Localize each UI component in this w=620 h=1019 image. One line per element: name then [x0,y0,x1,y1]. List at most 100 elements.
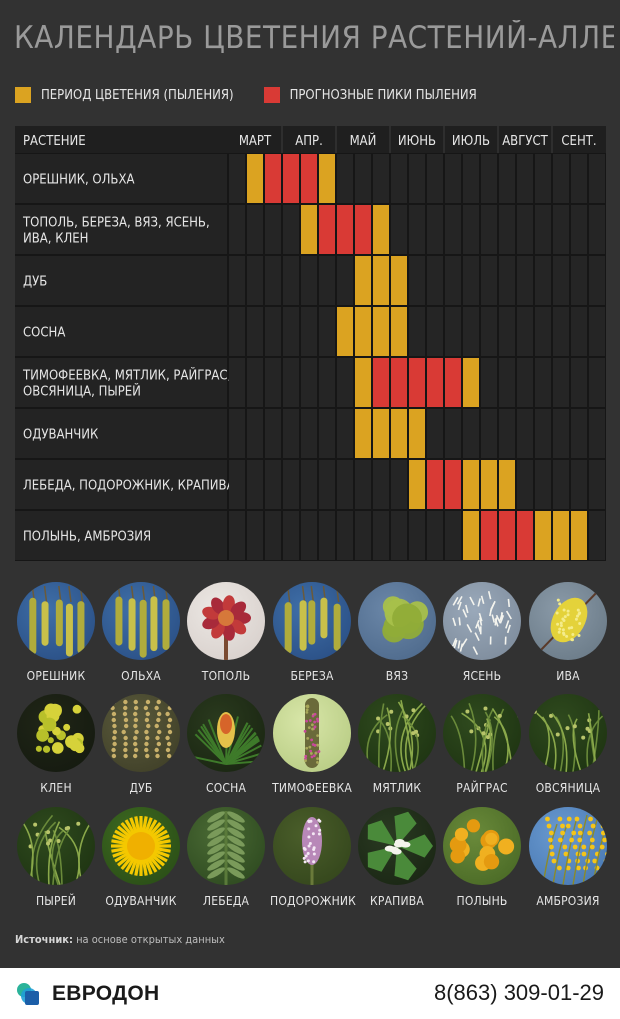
bloom-cell [355,256,371,305]
plant-card: ИВА [526,582,610,683]
empty-cell [535,460,551,509]
bloom-cell [499,460,515,509]
bloom-cell [571,511,587,560]
plant-name: ПЫРЕЙ [35,894,77,908]
empty-cell [589,307,605,356]
plant-card: ПОЛЫНЬ [440,807,524,908]
empty-cell [427,511,443,560]
dandelion-icon [102,807,180,885]
bloom-cell [535,511,551,560]
empty-cell [301,307,317,356]
bloom-cell [373,409,389,458]
empty-cell [265,307,281,356]
empty-cell [337,409,353,458]
empty-cell [229,256,245,305]
peak-cell [445,358,461,407]
peak-cell [319,205,335,254]
empty-cell [229,358,245,407]
empty-cell [319,307,335,356]
empty-cell [301,409,317,458]
plant-name: ЛЕБЕДА [202,894,250,908]
empty-cell [247,256,263,305]
empty-cell [283,460,299,509]
empty-cell [571,460,587,509]
empty-cell [337,358,353,407]
plant-card: КРАПИВА [355,807,439,908]
plant-card: ЯСЕНЬ [440,582,524,683]
plant-name: АМБРОЗИЯ [536,894,600,908]
legend: ПЕРИОД ЦВЕТЕНИЯ (ПЫЛЕНИЯ) ПРОГНОЗНЫЕ ПИК… [15,86,507,104]
empty-cell [265,511,281,560]
tansy-icon [443,807,521,885]
empty-cell [247,460,263,509]
plant-photo [17,582,95,660]
empty-cell [355,154,371,203]
empty-cell [535,409,551,458]
bloom-cell [463,511,479,560]
empty-cell [301,256,317,305]
empty-cell [391,205,407,254]
empty-cell [589,409,605,458]
empty-cell [319,358,335,407]
empty-cell [589,256,605,305]
empty-cell [553,205,569,254]
empty-cell [481,256,497,305]
empty-cell [427,256,443,305]
goldenrod-icon [529,807,607,885]
source-note: Источник: на основе открытых данных [15,933,225,946]
empty-cell [247,358,263,407]
plant-name: ОДУВАНЧИК [105,894,177,908]
phone-number[interactable]: 8(863) 309-01-29 [433,980,604,1005]
bloom-calendar-chart: РАСТЕНИЕ МАРТ АПР. МАЙ ИЮНЬ ИЮЛЬ АВГУСТ СЕНТ. ОР… [15,126,606,561]
empty-cell [427,154,443,203]
bloom-cell [355,409,371,458]
footer-bar: ЕВРОДОН 8(863) 309-01-29 [0,968,620,1019]
empty-cell [337,511,353,560]
row-label-background [15,409,227,458]
plant-row-label: ДУБ [23,275,47,290]
empty-cell [517,409,533,458]
bloom-cell [301,205,317,254]
plant-photo [187,807,265,885]
empty-cell [571,307,587,356]
empty-cell [481,205,497,254]
bloom-cell [409,409,425,458]
empty-cell [571,205,587,254]
empty-cell [319,460,335,509]
row-label-background [15,256,227,305]
month-label-2: АПР. [295,134,323,149]
plant-name: МЯТЛИК [372,781,422,795]
plant-card: ОЛЬХА [99,582,183,683]
row-label-background [15,205,227,254]
plant-row-label: ЛЕБЕДА, ПОДОРОЖНИК, КРАПИВА [23,479,235,494]
maple-icon [17,694,95,772]
plant-photo [443,807,521,885]
legend-label-peak: ПРОГНОЗНЫЕ ПИКИ ПЫЛЕНИЯ [289,87,477,103]
peak-cell [283,154,299,203]
plant-photo [273,694,351,772]
plant-card: ЛЕБЕДА [184,807,268,908]
plant-photo [358,694,436,772]
plant-name: ОРЕШНИК [26,669,86,683]
empty-cell [499,154,515,203]
empty-cell [301,511,317,560]
month-label-6: АВГУСТ [502,134,548,149]
empty-cell [499,409,515,458]
empty-cell [337,154,353,203]
empty-cell [229,205,245,254]
plant-name: ЯСЕНЬ [462,669,502,683]
empty-cell [553,460,569,509]
empty-cell [301,358,317,407]
peak-cell [499,511,515,560]
plant-photo [102,807,180,885]
grass-icon [529,694,607,772]
empty-cell [337,256,353,305]
empty-cell [445,307,461,356]
grass-icon [17,807,95,885]
catkins-icon [17,582,95,660]
plant-name: ТИМОФЕЕВКА [272,781,352,795]
empty-cell [481,307,497,356]
chart-header-background [15,126,606,153]
month-label-3: МАЙ [350,133,377,149]
plantain-icon [273,807,351,885]
